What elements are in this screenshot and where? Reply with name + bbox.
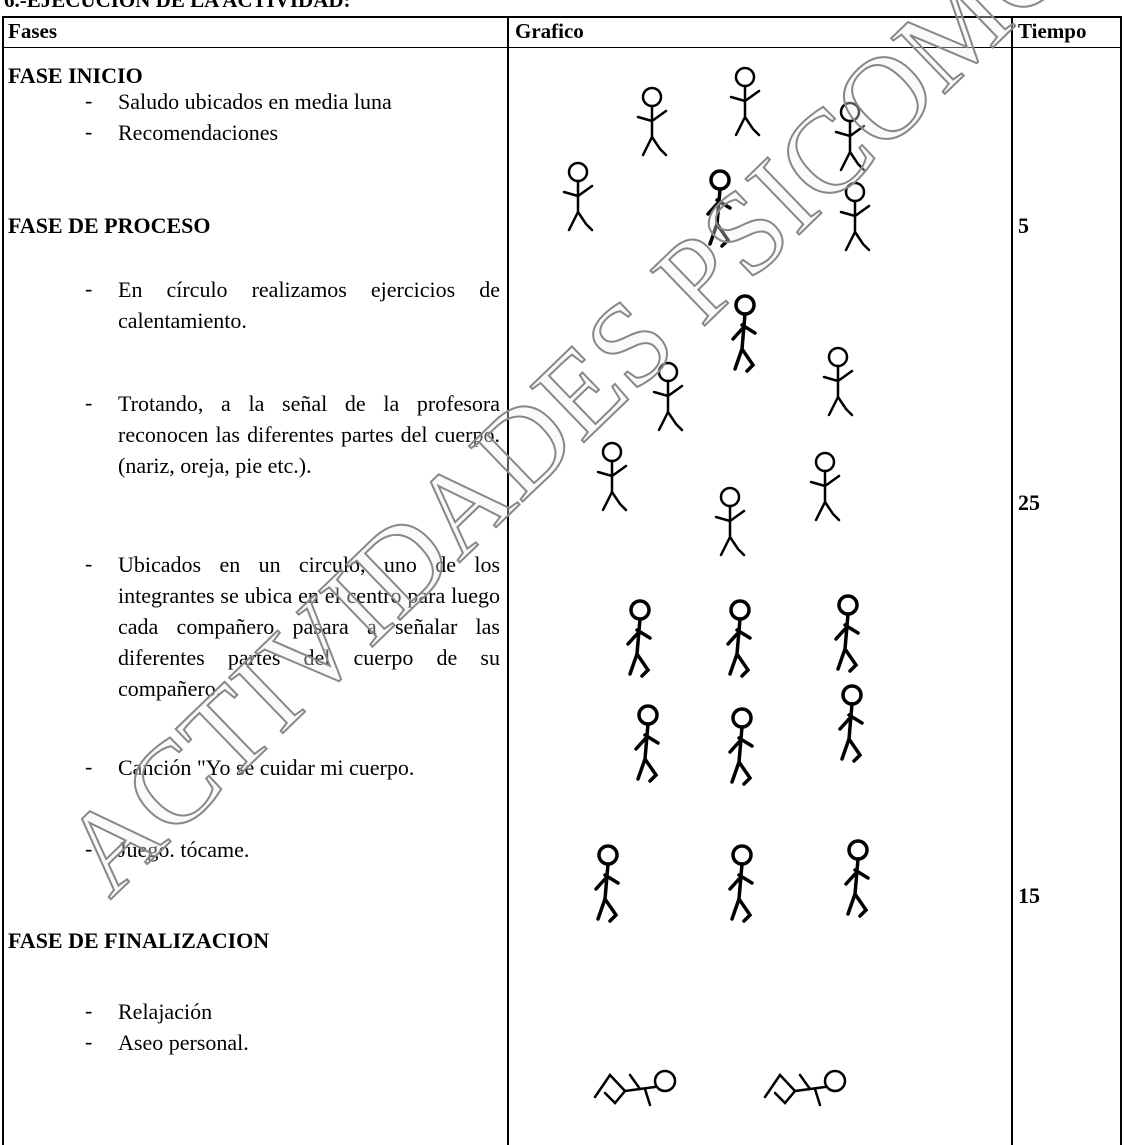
stick-figure bbox=[834, 594, 860, 673]
bullet: - bbox=[85, 998, 93, 1023]
watermark: ACTIVIDADES PSICOMOTRICES bbox=[37, 0, 1124, 919]
phase-title: FASE INICIO bbox=[8, 63, 143, 88]
bullet: - bbox=[85, 276, 93, 301]
bullet: - bbox=[85, 390, 93, 415]
table-border bbox=[1011, 16, 1013, 1145]
column-header: Fases bbox=[8, 19, 57, 43]
table-border bbox=[1120, 16, 1122, 1145]
stick-figure bbox=[822, 346, 854, 417]
phase-item: Ubicados en un circulo, uno de los integ… bbox=[118, 552, 500, 701]
stick-figure bbox=[728, 844, 754, 923]
bullet: - bbox=[85, 551, 93, 576]
bullet: - bbox=[85, 119, 93, 144]
bullet: - bbox=[85, 754, 93, 779]
phase-item: Canción "Yo se cuidar mi cuerpo. bbox=[118, 755, 415, 780]
table-border bbox=[2, 16, 1122, 18]
phase-item: En círculo realizamos ejercicios de cale… bbox=[118, 277, 500, 333]
time: 5 bbox=[1018, 213, 1029, 238]
stick-figure bbox=[838, 684, 864, 763]
phase-item: Aseo personal. bbox=[118, 1030, 249, 1055]
stick-figure bbox=[728, 707, 754, 786]
bullet: - bbox=[85, 1029, 93, 1054]
stick-figure bbox=[844, 839, 870, 918]
phase-item: Saludo ubicados en media luna bbox=[118, 89, 392, 114]
column-header: Grafico bbox=[515, 19, 584, 43]
lying-figure bbox=[763, 1069, 847, 1107]
stick-figure bbox=[714, 486, 746, 557]
time: 15 bbox=[1018, 883, 1040, 908]
stick-figure bbox=[594, 844, 620, 923]
phase-item: Trotando, a la señal de la profesora rec… bbox=[118, 391, 500, 478]
phase-item: Relajación bbox=[118, 999, 213, 1024]
table-border bbox=[2, 47, 1122, 48]
lying-figure bbox=[593, 1069, 677, 1107]
stick-figure bbox=[729, 66, 761, 137]
phase-title: FASE DE PROCESO bbox=[8, 213, 211, 238]
column-header: Tiempo bbox=[1018, 19, 1087, 43]
stick-figure bbox=[726, 599, 752, 678]
phase-item: Recomendaciones bbox=[118, 120, 279, 145]
stick-figure bbox=[809, 451, 841, 522]
table-border bbox=[507, 16, 509, 1145]
phase-item: Juego. tócame. bbox=[118, 837, 250, 862]
stick-figure bbox=[636, 86, 668, 157]
bullet: - bbox=[85, 836, 93, 861]
stick-figure bbox=[562, 161, 594, 232]
time: 25 bbox=[1018, 490, 1040, 515]
phase-title: FASE DE FINALIZACION bbox=[8, 928, 270, 953]
bullet: - bbox=[85, 88, 93, 113]
table-border bbox=[2, 16, 4, 1145]
heading: 6.-EJECUCION DE LA ACTIVIDAD: bbox=[4, 0, 351, 12]
stick-figure bbox=[634, 704, 660, 783]
stick-figure bbox=[626, 599, 652, 678]
